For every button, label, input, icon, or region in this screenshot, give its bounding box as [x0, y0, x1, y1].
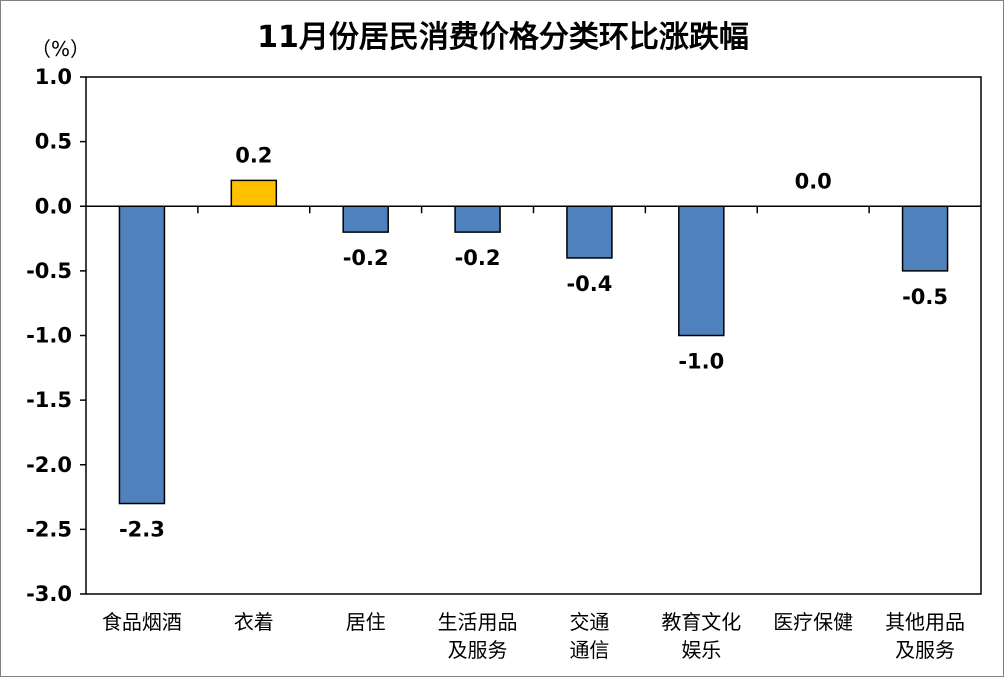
- data-label: 0.2: [235, 143, 272, 167]
- y-tick-label: 1.0: [35, 65, 72, 89]
- category-label: 医疗保健: [773, 610, 853, 634]
- y-tick-label: -2.0: [26, 453, 72, 477]
- plot-border: [85, 76, 982, 595]
- y-tick-label: -1.0: [26, 324, 72, 348]
- bar: [678, 205, 725, 337]
- plot-area: 1.0 0.5 0.0 -0.5 -1.0 -1.5 -2.0 -2.5 -3.0 -2.3 0.2…: [26, 65, 982, 662]
- category-label: 交通: [569, 610, 609, 634]
- data-label: -2.3: [119, 518, 165, 542]
- bar: [566, 205, 613, 259]
- y-axis-unit-label: （%）: [31, 37, 90, 61]
- chart-title: 11月份居民消费价格分类环比涨跌幅: [257, 20, 749, 55]
- data-label: -0.2: [455, 246, 501, 270]
- category-label: 生活用品: [438, 610, 518, 634]
- data-label: 0.0: [795, 169, 832, 193]
- category-label: 居住: [346, 610, 386, 634]
- data-label: -0.5: [902, 285, 948, 309]
- category-label: 其他用品: [885, 610, 965, 634]
- y-tick-label: 0.0: [35, 194, 72, 218]
- bar: [342, 205, 389, 233]
- data-label: -1.0: [678, 350, 724, 374]
- y-tick-label: 0.5: [35, 130, 72, 154]
- category-label: 通信: [569, 638, 609, 662]
- bar: [118, 205, 166, 505]
- y-tick-label: -0.5: [26, 259, 72, 283]
- y-tick-label: -2.5: [26, 517, 72, 541]
- category-label: 衣着: [234, 610, 274, 634]
- bar: [230, 179, 278, 207]
- category-label: 教育文化: [661, 610, 741, 634]
- data-label: -0.2: [343, 246, 389, 270]
- bar: [901, 205, 949, 272]
- category-label: 及服务: [448, 638, 508, 662]
- category-label: 娱乐: [681, 638, 721, 662]
- category-label: 及服务: [895, 638, 955, 662]
- y-tick-label: -3.0: [26, 582, 72, 606]
- bar: [454, 205, 501, 233]
- y-tick-label: -1.5: [26, 388, 72, 412]
- category-label: 食品烟酒: [102, 610, 182, 634]
- data-label: -0.4: [566, 272, 612, 296]
